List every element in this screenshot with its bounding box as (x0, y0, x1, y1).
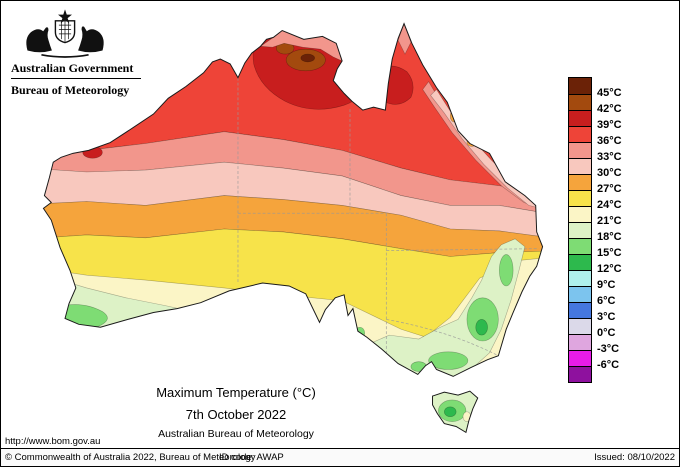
band-21-24 (462, 411, 472, 422)
footer-copyright: © Commonwealth of Australia 2022, Bureau… (5, 452, 256, 463)
band-15-18 (499, 254, 514, 287)
legend-swatch (569, 78, 591, 94)
legend-label: 15°C (597, 247, 622, 259)
legend-label: 0°C (597, 327, 616, 339)
mainland-coastline (42, 22, 544, 377)
band-15-18 (428, 351, 469, 370)
band-12-15 (444, 406, 457, 417)
band-above-45 (300, 53, 315, 63)
legend-label: 9°C (597, 279, 616, 291)
temperature-bands (43, 23, 543, 422)
legend-label: -3°C (597, 343, 620, 355)
legend-swatch (569, 286, 591, 302)
footer-id-code: ID code: AWAP (219, 452, 284, 463)
footer-bar: © Commonwealth of Australia 2022, Bureau… (1, 448, 679, 466)
legend-label: 39°C (597, 119, 622, 131)
legend-swatch (569, 206, 591, 222)
legend-swatch (569, 94, 591, 110)
map-caption: Maximum Temperature (°C) 7th October 202… (96, 385, 376, 440)
legend-swatch (569, 366, 591, 382)
map-date: 7th October 2022 (185, 407, 287, 422)
legend-label: 24°C (597, 199, 622, 211)
legend-label: 30°C (597, 167, 622, 179)
legend-label: 27°C (597, 183, 622, 195)
legend-label: 42°C (597, 103, 622, 115)
legend-swatch (569, 302, 591, 318)
tasmania-coastline (432, 390, 479, 434)
legend-label: 6°C (597, 295, 616, 307)
band-33-36 (43, 131, 543, 216)
legend-swatch (569, 334, 591, 350)
header-block: Australian Government Bureau of Meteorol… (11, 61, 171, 97)
legend-swatches (568, 77, 592, 383)
header-divider (11, 78, 141, 79)
band-39-42 (372, 65, 414, 105)
legend-label: -6°C (597, 359, 620, 371)
legend-swatch (569, 222, 591, 238)
legend-swatch (569, 158, 591, 174)
legend-label: 3°C (597, 311, 616, 323)
band-39-42 (82, 146, 103, 159)
legend-label: 45°C (597, 87, 622, 99)
legend-swatch (569, 190, 591, 206)
legend-label: 36°C (597, 135, 622, 147)
legend-label: 21°C (597, 215, 622, 227)
legend-swatch (569, 238, 591, 254)
state-borders (237, 77, 539, 361)
legend-swatch (569, 254, 591, 270)
government-title: Australian Government (11, 61, 134, 75)
legend-swatch (569, 174, 591, 190)
bureau-title: Bureau of Meteorology (11, 83, 130, 97)
legend-swatch (569, 318, 591, 334)
legend-label: 18°C (597, 231, 622, 243)
legend-label: 12°C (597, 263, 622, 275)
map-org: Australian Bureau of Meteorology (158, 428, 314, 440)
temperature-legend: 45°C 42°C 39°C 36°C 33°C 30°C 27°C 24°C 21°C 18°C… (568, 77, 645, 383)
footer-issued: Issued: 08/10/2022 (594, 452, 675, 463)
band-12-15 (475, 319, 488, 336)
band-15-18 (466, 297, 499, 342)
legend-swatch (569, 110, 591, 126)
coat-of-arms-svg (26, 9, 104, 58)
legend-swatch (569, 142, 591, 158)
map-title: Maximum Temperature (°C) (156, 385, 316, 400)
legend-label: 33°C (597, 151, 622, 163)
bom-url: http://www.bom.gov.au (5, 436, 101, 447)
australia-temperature-map (42, 22, 544, 434)
legend-swatch (569, 126, 591, 142)
band-15-18 (354, 326, 366, 340)
coat-of-arms-icon (17, 6, 113, 60)
legend-swatch (569, 350, 591, 366)
legend-labels: 45°C 42°C 39°C 36°C 33°C 30°C 27°C 24°C 21°C 18°C… (597, 77, 645, 383)
legend-swatch (569, 270, 591, 286)
